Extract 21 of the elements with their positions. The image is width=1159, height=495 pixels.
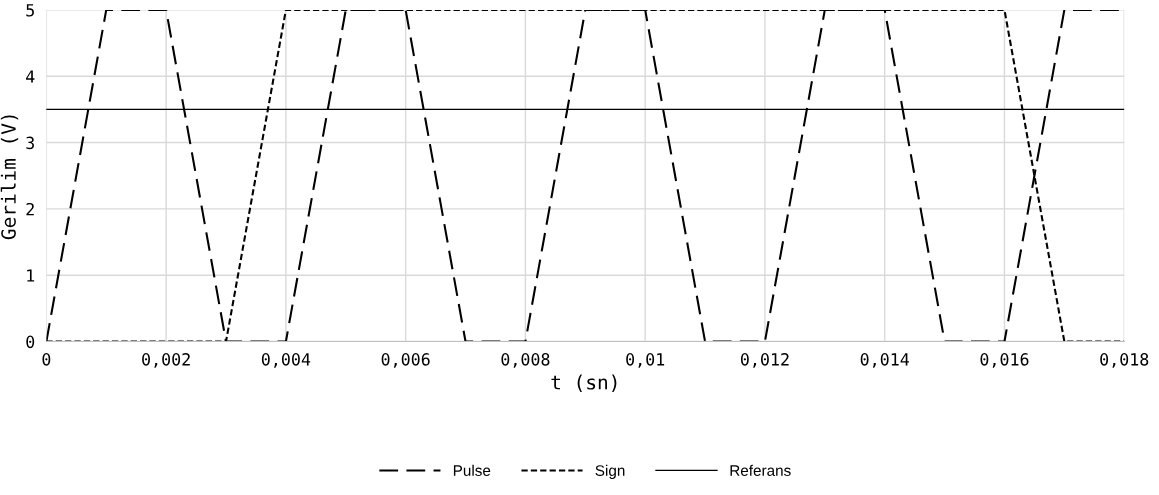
x-tick-label: 0 [42, 353, 51, 366]
x-tick-label: 0,018 [1100, 353, 1149, 368]
legend-label: Pulse [453, 464, 491, 476]
x-tick-label: 0,004 [261, 353, 311, 368]
x-tick-label: 0,01 [626, 353, 665, 368]
legend-label: Sign [595, 464, 625, 479]
x-tick-label: 0,008 [501, 353, 550, 368]
x-tick-label: 0,006 [381, 353, 430, 368]
y-axis-title: Gerilim (V) [0, 115, 19, 240]
legend-label: Referans [730, 464, 791, 476]
x-tick-label: 0,014 [860, 353, 909, 368]
x-tick-label: 0,016 [980, 353, 1029, 368]
x-tick-label: 0,012 [740, 353, 789, 368]
y-tick-label: 2 [26, 202, 34, 216]
x-tick-label: 0,002 [142, 353, 190, 368]
x-axis-title: t (sn) [551, 374, 617, 392]
y-tick-label: 4 [26, 70, 35, 83]
y-tick-label: 3 [26, 136, 34, 150]
y-tick-label: 0 [26, 335, 35, 349]
y-tick-label: 1 [27, 269, 35, 282]
y-tick-label: 5 [26, 4, 34, 17]
